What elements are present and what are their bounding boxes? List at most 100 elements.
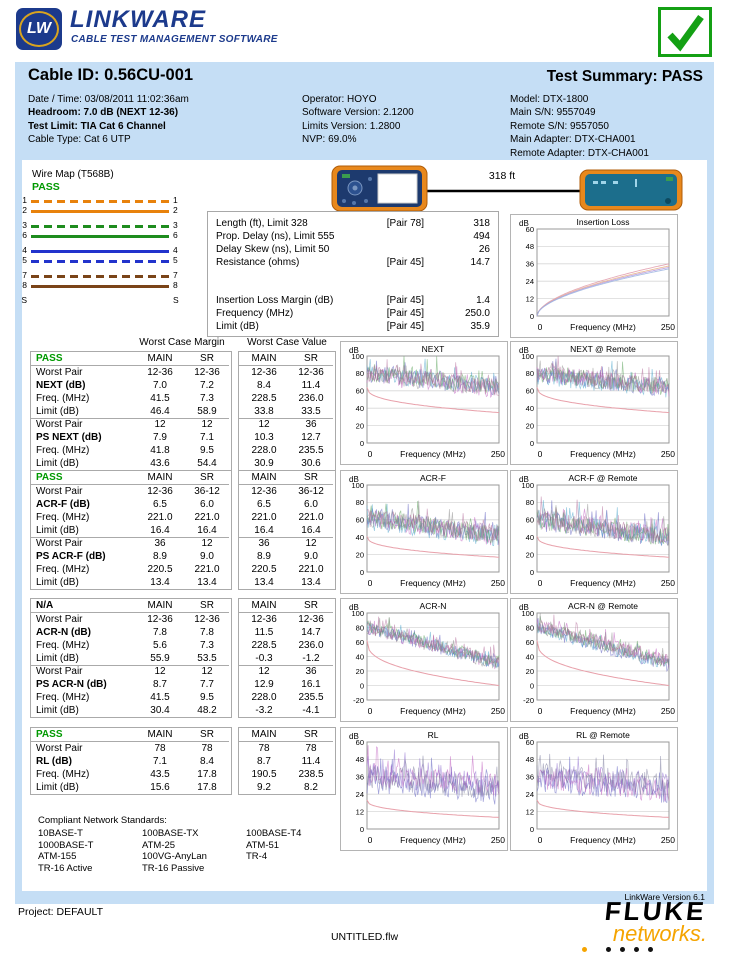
wiremap-pin-right: 2 [173,205,178,215]
result-row-value: 12-36 [194,367,220,378]
result-row-value: 11.4 [301,380,321,391]
result-row-value: 53.5 [197,653,217,664]
result-row-value: 16.4 [301,525,321,536]
result-row-value: 238.5 [298,769,324,780]
chart-next: 0 20 40 60 80 100 dB NEXT 0 Frequency (MHz) 250 [340,341,508,465]
measurement-trace [536,265,670,317]
limit-line [366,799,500,818]
result-row-value: 6.5 [257,499,271,510]
result-box-margin [30,598,232,718]
result-status: PASS [36,353,63,364]
table-rule [31,665,229,666]
result-row-value: 17.8 [197,769,217,780]
result-row-value: 12 [154,419,166,430]
table-rule [239,484,333,485]
result-row-value: 6.0 [200,499,214,510]
result-row-value: 12-36 [298,367,324,378]
x-axis-label: Frequency (MHz) [570,322,636,332]
y-tick-label: 48 [526,242,534,251]
measurement-value: 1.4 [476,295,490,306]
result-row-value: 36 [258,538,270,549]
standards-column: 10BASE-T 1000BASE-T ATM-155 TR-16 Active [38,828,93,874]
y-tick-label: 0 [530,568,534,577]
y-tick-label: 0 [530,825,534,834]
measurement-trace [536,496,670,544]
app-title: LINKWARE [70,6,206,33]
result-row-value: 9.0 [304,551,318,562]
result-row-label: ACR-N (dB) [36,627,91,638]
x-tick-min: 0 [538,449,543,459]
summary-info-line: Date / Time: 03/08/2011 11:02:36am [28,94,189,105]
y-tick-label: 60 [526,638,534,647]
result-row-value: 235.5 [298,445,324,456]
measurement-label: Insertion Loss Margin (dB) [216,295,334,306]
standards-item: 10BASE-T [38,828,83,839]
summary-info-line: NVP: 69.0% [302,134,357,146]
chart-next_remote: 0 20 40 60 80 100 dB NEXT @ Remote 0 Frequency (M… [510,341,678,465]
chart-rl: 0 12 24 36 48 60 dB RL 0 Frequency (MHz) 250 [340,727,508,851]
result-row-value: 16.4 [197,525,217,536]
standards-item: TR-16 Passive [142,862,205,874]
wiremap-pin-left: 2 [22,205,27,215]
fluke-logo-top: FLUKE [603,896,709,926]
result-row-value: 12.7 [301,432,321,443]
result-box-margin [30,727,232,795]
result-box-value [238,470,336,590]
result-row-value: 54.4 [197,458,217,469]
result-row-value: 46.4 [150,406,170,417]
table-rule [31,484,229,485]
result-row-value: 14.7 [301,627,321,638]
wiremap-pin-right: 4 [173,245,178,255]
x-axis-label: Frequency (MHz) [400,706,466,716]
x-tick-min: 0 [538,706,543,716]
y-tick-label: 60 [526,738,534,747]
result-row-value: 58.9 [197,406,217,417]
x-tick-max: 250 [661,449,675,459]
y-tick-label: 48 [356,755,364,764]
result-status: N/A [36,600,54,611]
y-axis-unit-label: dB [349,346,359,355]
result-row-value: 7.0 [153,380,167,391]
chart-title: NEXT [422,344,445,354]
result-block-3: N/A MAIN SR MAIN SR Worst Pair 12-36 12-36 12-36… [30,598,336,718]
y-axis-unit-label: dB [519,346,529,355]
measurement-trace [366,755,500,798]
result-subheader: SR [304,472,318,483]
standards-item: ATM-25 [142,839,176,851]
result-row-label: Worst Pair [36,743,83,754]
result-row-label: Limit (dB) [36,458,79,469]
y-tick-label: 80 [526,623,534,632]
result-row-value: 7.3 [200,640,214,651]
y-tick-label: 80 [356,369,364,378]
x-axis-label: Frequency (MHz) [570,449,636,459]
file-name-label: UNTITLED.flw [330,931,399,943]
result-box-value [238,727,336,795]
y-tick-label: 60 [526,387,534,396]
result-row-value: 221.0 [251,512,277,523]
result-row-value: 15.6 [150,782,170,793]
standards-item: ATM-51 [246,839,280,851]
measurement-trace [536,753,670,797]
result-block-1: PASS MAIN SR MAIN SR Worst Pair 12-36 12-36 12-3… [30,351,336,471]
result-row-value: 8.7 [153,679,167,690]
result-row-value: 8.9 [153,551,167,562]
measurement-value: 250.0 [464,308,490,319]
measurement-trace [536,263,670,317]
result-row-value: -4.1 [302,705,320,716]
y-tick-label: 20 [356,421,364,430]
plot-border [536,355,670,444]
x-tick-max: 250 [491,706,505,716]
summary-info-line: Model: DTX-1800 [510,94,589,105]
wiremap-pin-left: 5 [22,255,27,265]
standards-title: Compliant Network Standards: [38,815,167,826]
wiremap-pin-right: 8 [173,280,178,290]
y-tick-label: 60 [526,516,534,525]
table-rule [31,612,229,613]
summary-info-line: Headroom: 7.0 dB (NEXT 12-36) [28,107,179,119]
result-row-value: 16.4 [254,525,274,536]
result-row-value: -0.3 [255,653,273,664]
table-rule [31,365,229,366]
y-tick-label: 80 [356,498,364,507]
